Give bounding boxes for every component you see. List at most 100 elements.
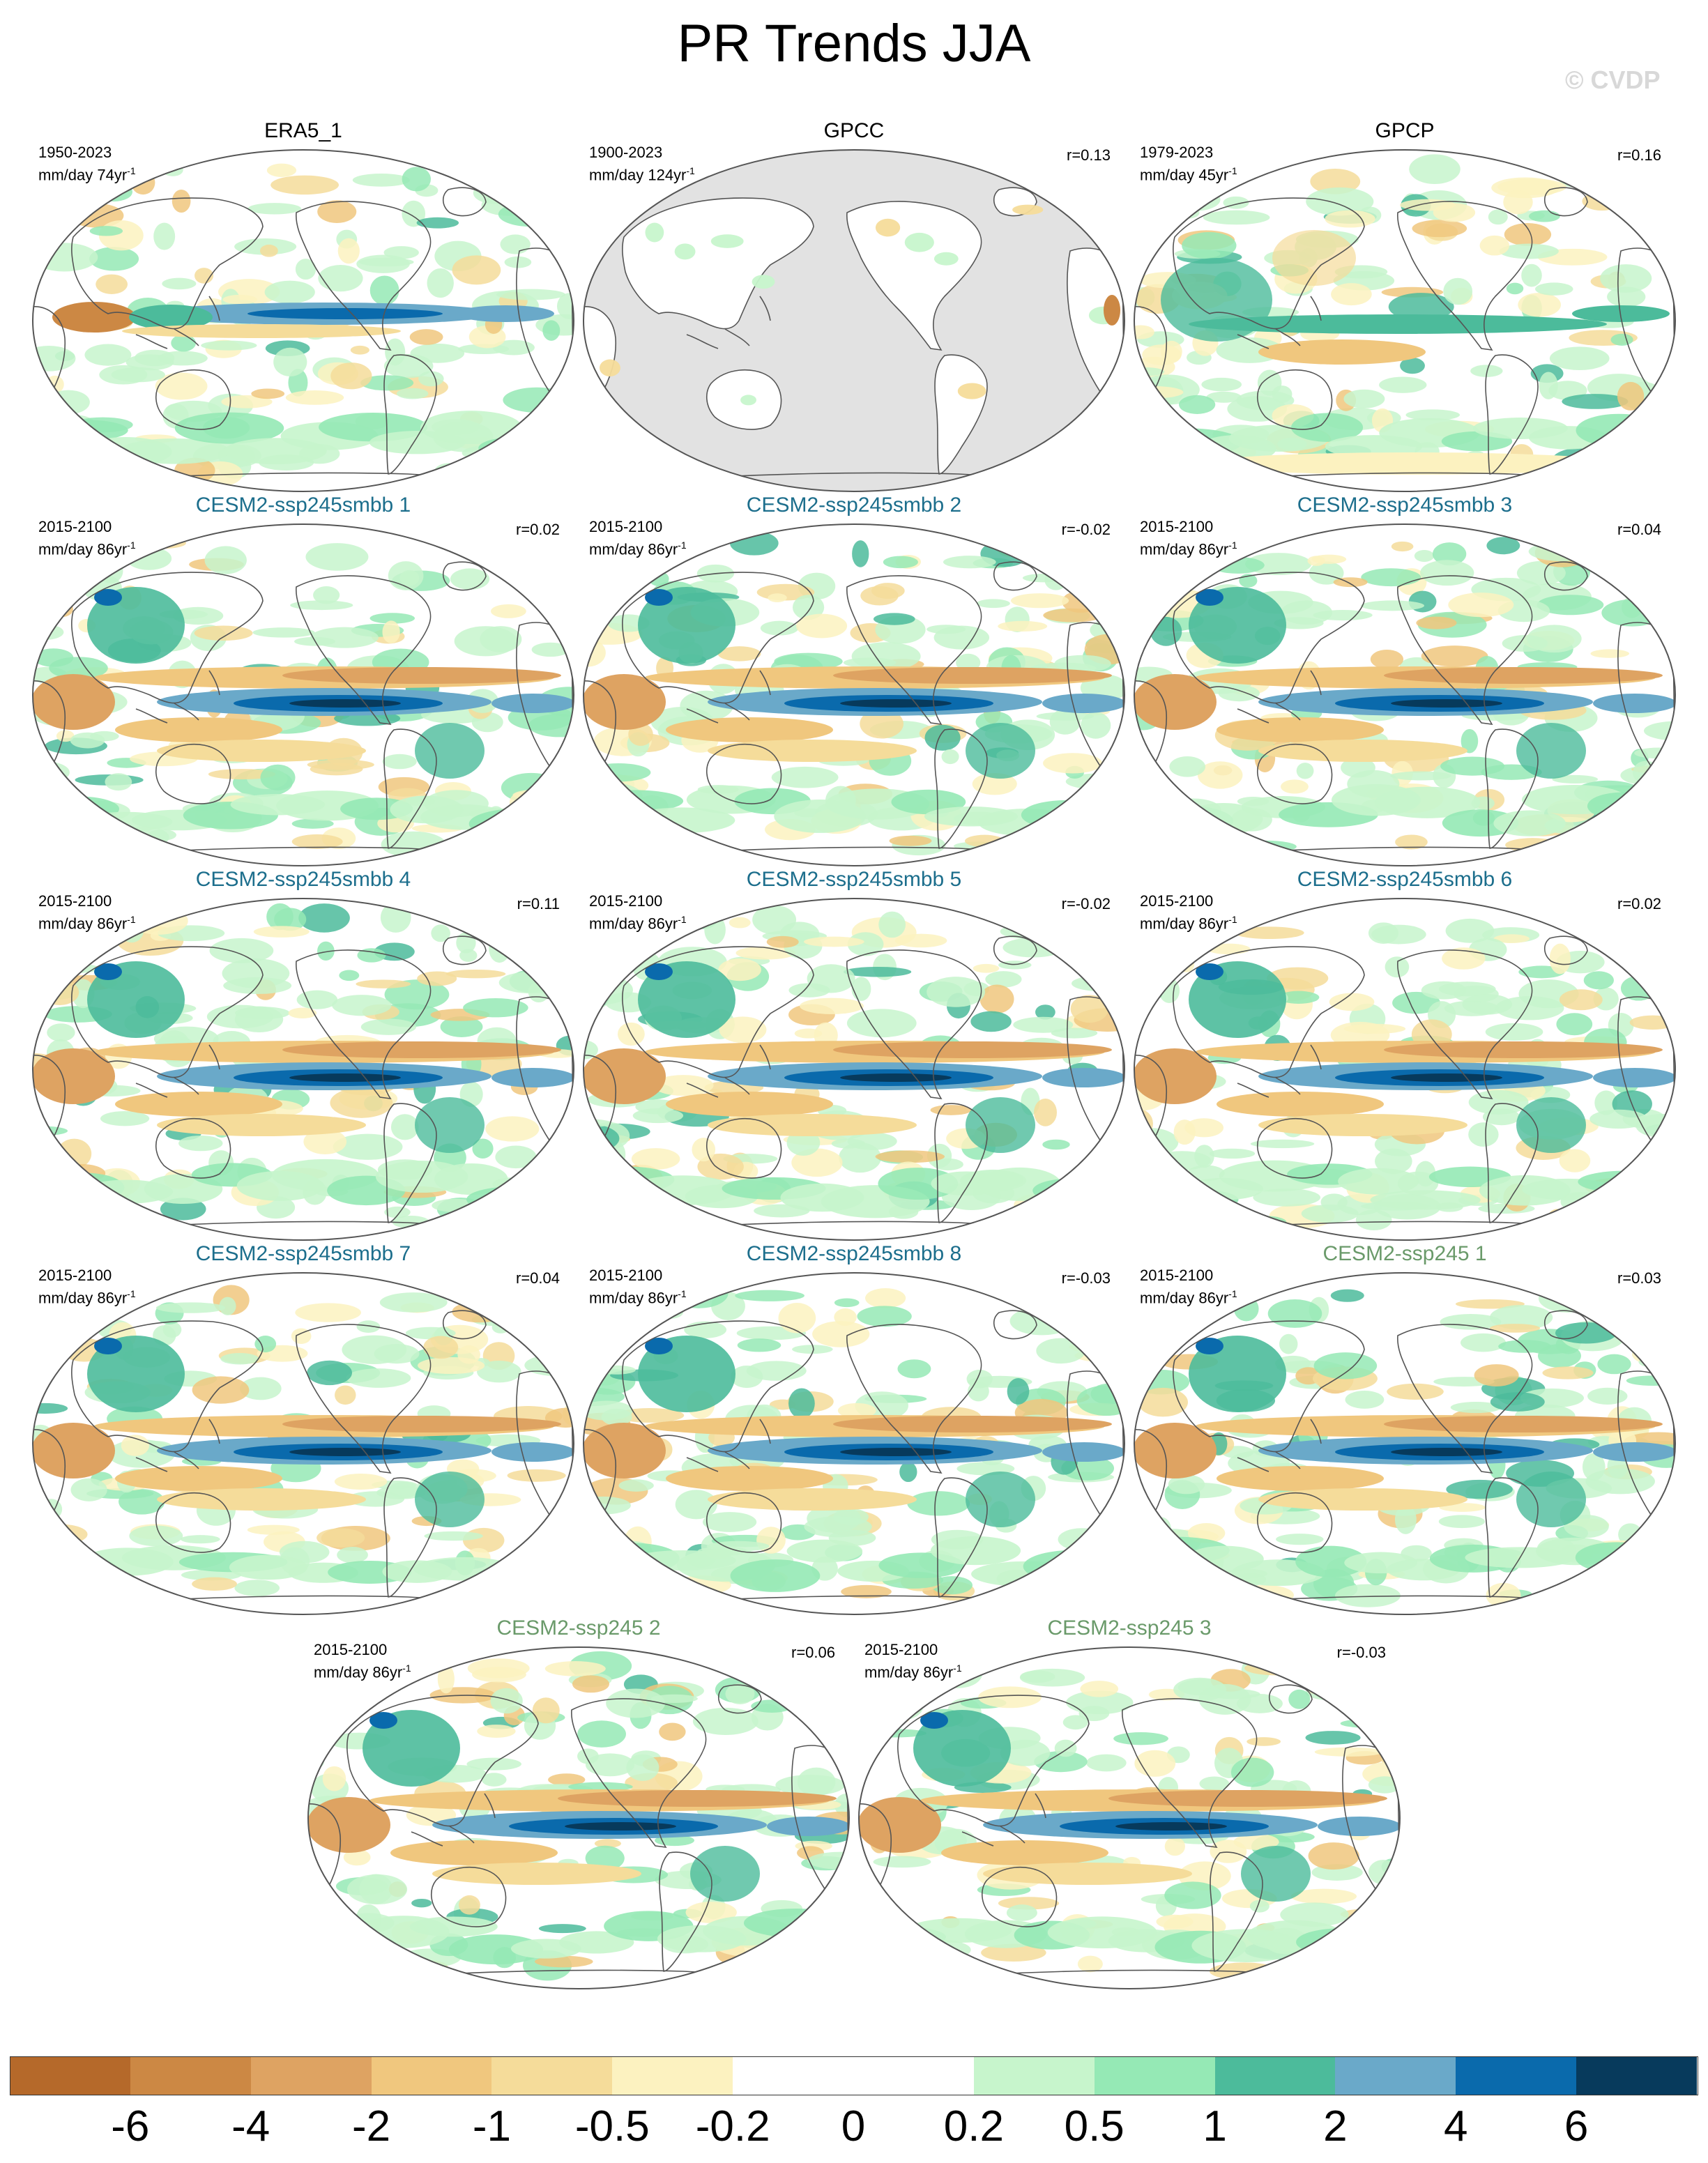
trend-patch <box>356 1320 381 1333</box>
trend-patch <box>356 979 411 988</box>
trend-patch <box>616 1577 682 1604</box>
trend-patch <box>1516 1472 1586 1527</box>
trend-patch <box>260 764 296 790</box>
trend-patch <box>1134 1212 1180 1222</box>
trend-patch <box>121 1435 150 1456</box>
trend-patch <box>162 277 197 290</box>
trend-patch <box>834 1298 860 1308</box>
coastline <box>993 1310 1037 1340</box>
period-label: 1950-2023 <box>38 144 112 161</box>
units-label: mm/day 86yr-1 <box>38 910 136 933</box>
trend-patch <box>551 618 574 630</box>
colorbar-tick-label: -2 <box>351 2102 391 2150</box>
trend-patch <box>1237 1584 1294 1605</box>
trend-patch <box>710 234 744 248</box>
colorbar-tick-label: -0.2 <box>695 2102 770 2150</box>
trend-patch <box>796 613 848 639</box>
trend-patch <box>330 1087 393 1118</box>
units-text: mm/day 86yr <box>589 1289 678 1307</box>
trend-patch <box>1189 813 1214 830</box>
trend-patch <box>542 320 561 341</box>
trend-patch <box>346 1874 408 1904</box>
coastline <box>846 1324 982 1474</box>
trend-map <box>32 1272 574 1615</box>
trend-patch <box>558 1931 634 1954</box>
trend-patch <box>418 1356 485 1375</box>
trend-patch <box>979 984 1014 1014</box>
trend-patch <box>1448 593 1514 618</box>
trend-patch <box>1485 1023 1543 1041</box>
trend-patch <box>708 1114 917 1136</box>
period-label: 2015-2100 <box>314 1641 388 1658</box>
coastline <box>383 1103 437 1223</box>
trend-patch <box>840 699 952 708</box>
trend-patch <box>890 1688 912 1702</box>
trend-patch <box>878 911 906 938</box>
trend-patch <box>1420 560 1474 586</box>
trend-patch <box>289 699 401 708</box>
trend-patch <box>1115 1822 1227 1830</box>
coastline <box>135 296 220 349</box>
period-label: 2015-2100 <box>38 892 112 910</box>
correlation-label: r=0.06 <box>791 1644 835 1661</box>
trend-patch <box>1503 190 1533 215</box>
trend-patch <box>535 564 564 576</box>
trend-patch <box>618 1479 654 1492</box>
trend-patch <box>1062 1715 1088 1730</box>
trend-patch <box>1196 963 1223 980</box>
trend-patch <box>416 217 459 229</box>
units-text: mm/day 86yr <box>1140 915 1229 933</box>
map-panel: CESM2-ssp245smbb 4 2015-2100 mm/day 86yr-1… <box>31 867 575 1244</box>
trend-patch <box>70 1561 93 1578</box>
colorbar-cell <box>1094 2056 1216 2095</box>
trend-patch <box>889 835 932 846</box>
trend-patch <box>1005 1278 1034 1306</box>
trend-patch <box>1164 1881 1221 1909</box>
map-border <box>1134 523 1676 866</box>
trend-patch <box>1203 210 1270 225</box>
coastline <box>846 575 982 726</box>
trend-patch <box>1629 1015 1675 1030</box>
trend-patch <box>1338 1682 1366 1707</box>
units-text: mm/day 86yr <box>1140 540 1229 558</box>
colorbar-tick-label: 6 <box>1564 2102 1589 2150</box>
trend-patch <box>799 1906 849 1935</box>
trend-patch <box>1134 933 1169 965</box>
trend-patch <box>1203 452 1621 475</box>
trend-patch <box>77 1193 102 1214</box>
trend-patch <box>434 1163 508 1195</box>
trend-patch <box>894 933 947 948</box>
trend-patch <box>1042 556 1085 567</box>
correlation-label: r=0.04 <box>1617 521 1661 538</box>
trend-patch <box>1443 277 1473 305</box>
trend-patch <box>87 441 118 454</box>
units-exponent: -1 <box>127 540 136 551</box>
trend-patch <box>134 349 175 367</box>
trend-patch <box>1020 1670 1055 1683</box>
trend-patch <box>496 289 566 300</box>
trend-patch <box>55 963 100 973</box>
trend-patch <box>645 1338 673 1354</box>
trend-patch <box>803 936 864 947</box>
trend-patch <box>498 972 564 994</box>
trend-patch <box>666 1092 833 1117</box>
trend-patch <box>1587 1387 1628 1405</box>
trend-patch <box>382 754 417 770</box>
trend-patch <box>1521 263 1542 287</box>
units-label: mm/day 86yr-1 <box>589 1285 687 1307</box>
trend-patch <box>253 926 310 938</box>
correlation-label: r=0.02 <box>1617 895 1661 912</box>
trend-patch <box>1108 1790 1387 1807</box>
trend-patch <box>303 1129 347 1155</box>
trend-patch <box>1037 543 1068 567</box>
coastline <box>1237 1044 1322 1098</box>
trend-patch <box>768 593 787 602</box>
trend-patch <box>1184 1118 1224 1138</box>
trend-patch <box>472 1138 494 1159</box>
trend-patch <box>1400 358 1425 374</box>
trend-patch <box>584 674 666 730</box>
trend-patch <box>718 958 761 981</box>
trend-patch <box>1617 381 1645 411</box>
trend-patch <box>495 1145 537 1169</box>
trend-patch <box>1043 608 1103 622</box>
